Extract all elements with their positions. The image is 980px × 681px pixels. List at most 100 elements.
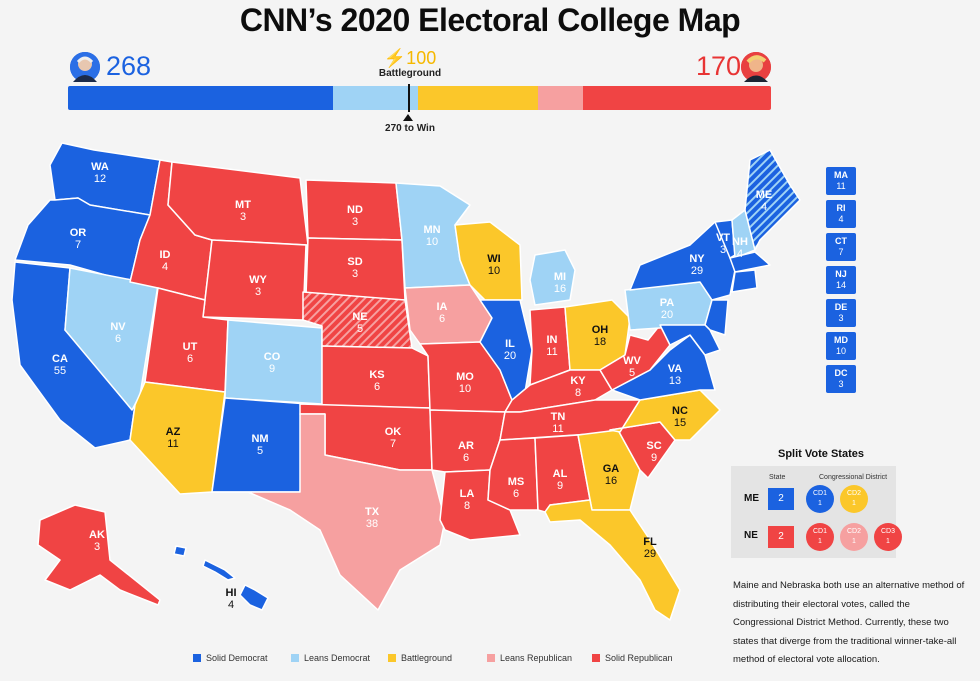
state-label-pa: PA [660, 297, 675, 309]
bar-segment-solid-republican [582, 86, 771, 110]
split-vote-note: Maine and Nebraska both use an alternati… [733, 580, 965, 665]
state-label-nc: NC [672, 405, 688, 417]
state-votes-vt: 3 [720, 244, 726, 256]
state-box-ri[interactable]: RI 4 [826, 200, 856, 228]
split-me-cd2[interactable]: CD2 1 [840, 485, 868, 513]
state-label-ut: UT [183, 341, 198, 353]
district-name: CD3 [880, 528, 895, 535]
state-votes-az: 11 [167, 438, 178, 450]
state-MI[interactable] [529, 249, 576, 306]
state-votes-co: 9 [269, 363, 275, 375]
state-label-in: IN [547, 334, 558, 346]
state-votes-ne: 5 [357, 323, 363, 335]
legend-swatch [193, 654, 201, 662]
split-ne-state-votes[interactable]: 2 [768, 526, 794, 548]
split-me-label: ME [744, 493, 759, 504]
bar-segment-battleground [418, 86, 539, 110]
state-votes-nd: 3 [352, 216, 358, 228]
state-MD[interactable] [659, 324, 721, 356]
split-vote-title: Split Vote States [778, 448, 864, 460]
state-votes-nv: 6 [115, 333, 121, 345]
split-col-state: State [769, 474, 786, 481]
state-NJ[interactable] [704, 299, 729, 336]
split-ne-cd1[interactable]: CD1 1 [806, 523, 834, 551]
state-votes-id: 4 [162, 261, 168, 273]
split-ne-label: NE [744, 530, 758, 541]
state-label-mo: MO [456, 371, 474, 383]
state-box-votes: 11 [836, 181, 846, 191]
state-box-de[interactable]: DE 3 [826, 299, 856, 327]
state-box-label: DC [834, 368, 848, 378]
state-AK[interactable] [37, 504, 161, 606]
state-WV[interactable] [599, 324, 671, 391]
state-box-votes: 3 [838, 379, 844, 389]
state-CT[interactable] [731, 269, 758, 293]
state-votes-ok: 7 [390, 438, 396, 450]
split-me-cd1[interactable]: CD1 1 [806, 485, 834, 513]
state-label-oh: OH [592, 324, 609, 336]
legend-label: Leans Republican [500, 653, 573, 663]
state-box-ma[interactable]: MA 11 [826, 167, 856, 195]
state-HI[interactable] [239, 584, 269, 611]
state-label-sc: SC [646, 440, 661, 452]
state-votes-ia: 6 [439, 313, 445, 325]
state-box-label: RI [836, 203, 846, 213]
state-votes-hi: 4 [228, 599, 234, 611]
state-MA[interactable] [729, 251, 771, 273]
state-NY[interactable] [629, 221, 736, 301]
legend-item-solid-democrat: Solid Democrat [193, 653, 268, 663]
state-FL[interactable] [544, 499, 681, 621]
state-votes-nh: 4 [737, 248, 743, 260]
split-ne-cd2[interactable]: CD2 1 [840, 523, 868, 551]
state-votes-la: 8 [464, 500, 470, 512]
map-title: CNN’s 2020 Electoral College Map [239, 2, 741, 38]
split-me-state-votes[interactable]: 2 [768, 488, 794, 510]
legend-label: Leans Democrat [304, 653, 371, 663]
bar-segment-solid-democrat [68, 86, 334, 110]
battleground-total: ⚡100 [383, 48, 437, 68]
state-box-nj[interactable]: NJ 14 [826, 266, 856, 294]
state-label-nd: ND [347, 204, 363, 216]
state-box-label: MA [834, 170, 848, 180]
state-votes-nm: 5 [257, 445, 263, 457]
state-label-ky: KY [570, 375, 586, 387]
state-votes-wi: 10 [488, 265, 500, 277]
state-votes-nc: 15 [674, 417, 686, 429]
state-label-id: ID [160, 249, 171, 261]
district-name: CD2 [846, 528, 861, 535]
state-box-votes: 4 [838, 214, 844, 224]
state-label-wy: WY [249, 274, 267, 286]
state-votes-in: 11 [546, 346, 557, 358]
state-label-az: AZ [166, 426, 181, 438]
electoral-vote-bar [68, 86, 771, 110]
state-label-la: LA [460, 488, 475, 500]
state-votes-mo: 10 [459, 383, 471, 395]
state-box-dc[interactable]: DC 3 [826, 365, 856, 393]
dem-candidate-portrait-icon [70, 52, 100, 82]
state-box-label: CT [835, 236, 847, 246]
state-box-votes: 7 [838, 247, 844, 257]
district-name: CD1 [812, 528, 827, 535]
state-votes-ms: 6 [513, 488, 519, 500]
bar-segment-leans-democrat [333, 86, 419, 110]
legend-label: Battleground [401, 653, 453, 663]
state-label-al: AL [553, 468, 568, 480]
district-votes: 1 [886, 538, 890, 545]
state-votes-fl: 29 [644, 548, 656, 560]
win-threshold-arrow-icon [403, 114, 413, 121]
split-ne-cd3[interactable]: CD3 1 [874, 523, 902, 551]
state-TX[interactable] [211, 413, 446, 611]
district-votes: 1 [818, 538, 822, 545]
state-box-md[interactable]: MD 10 [826, 332, 856, 360]
state-label-nh: NH [732, 236, 748, 248]
biden-avatar [70, 52, 100, 82]
state-label-wa: WA [91, 161, 109, 173]
legend-label: Solid Republican [605, 653, 673, 663]
state-box-ct[interactable]: CT 7 [826, 233, 856, 261]
state-ME[interactable] [744, 149, 801, 251]
democrat-electoral-total: 268 [106, 51, 152, 81]
state-votes-va: 13 [669, 375, 681, 387]
state-votes-ut: 6 [187, 353, 193, 365]
state-label-ak: AK [89, 529, 105, 541]
